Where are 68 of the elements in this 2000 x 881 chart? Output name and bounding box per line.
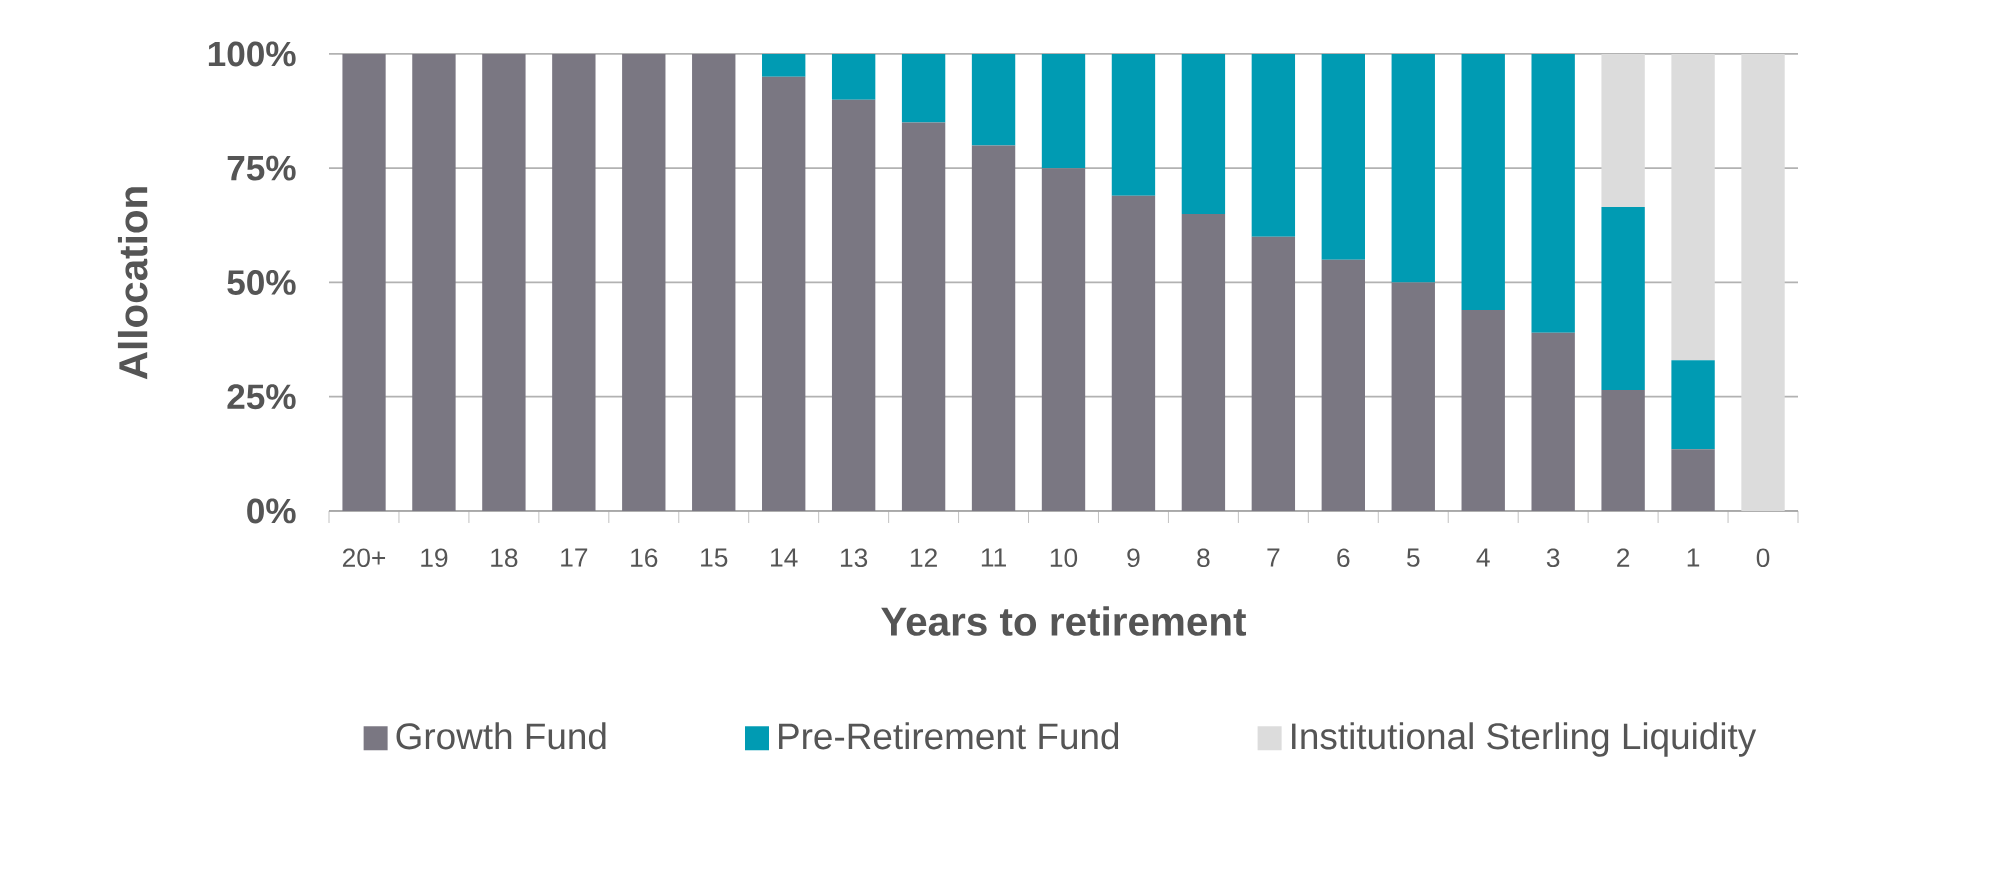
y-axis-title: Allocation	[117, 187, 148, 380]
bar	[901, 122, 946, 511]
legend-label: Growth Fund	[396, 722, 606, 750]
x-axis-title: Years to retirement	[881, 606, 1247, 636]
x-tick-label: 10	[1050, 548, 1078, 568]
bar	[901, 53, 946, 123]
y-tick-label: 50%	[227, 270, 296, 295]
bar	[1181, 213, 1226, 511]
x-tick-label: 9	[1127, 548, 1140, 568]
bar	[1111, 53, 1156, 196]
bar	[1251, 236, 1296, 511]
y-tick-label: 25%	[227, 384, 296, 410]
x-tick-label: 6	[1337, 548, 1350, 568]
x-tick-label: 8	[1197, 548, 1210, 568]
y-tick-label: 75%	[227, 155, 296, 181]
x-tick-label: 3	[1546, 548, 1560, 568]
bar	[1671, 449, 1715, 511]
legend-label: Institutional Sterling Liquidity	[1292, 722, 1757, 757]
x-tick-label: 4	[1476, 548, 1490, 567]
bar	[1391, 53, 1435, 283]
x-tick-label: 19	[421, 548, 448, 568]
bar	[1251, 53, 1296, 237]
bar	[482, 53, 526, 511]
x-tick-label: 16	[631, 548, 658, 568]
x-tick-label: 7	[1267, 548, 1280, 567]
bar	[1531, 332, 1575, 511]
bar	[1671, 360, 1715, 450]
x-tick-label: 5	[1406, 548, 1420, 567]
y-tick-label: 100%	[208, 41, 296, 67]
bar	[1111, 195, 1156, 511]
x-tick-label: 20+	[342, 548, 386, 568]
bar	[1181, 53, 1226, 214]
bar	[1601, 207, 1645, 390]
legend-label: Pre-Retirement Fund	[779, 722, 1119, 750]
bar	[971, 53, 1016, 146]
bar	[762, 53, 806, 77]
x-tick-label: 1	[1687, 548, 1700, 567]
bar	[1601, 53, 1645, 208]
bar	[412, 53, 456, 511]
bar	[342, 53, 386, 511]
y-tick-label: 0%	[247, 498, 296, 524]
bar	[1461, 309, 1505, 511]
bar	[1391, 282, 1435, 511]
bar	[1041, 53, 1086, 169]
bar	[1321, 53, 1365, 260]
bar	[831, 99, 876, 511]
x-tick-label: 15	[701, 548, 728, 567]
bar	[831, 53, 876, 100]
x-tick-label: 2	[1617, 548, 1630, 567]
x-tick-label: 18	[491, 548, 518, 568]
x-tick-label: 0	[1756, 548, 1770, 568]
bar	[622, 53, 666, 511]
bar	[1671, 53, 1715, 361]
bar	[762, 76, 806, 511]
x-tick-label: 12	[910, 548, 937, 567]
x-tick-label: 17	[561, 548, 588, 567]
bar	[1531, 53, 1575, 333]
bar	[1461, 53, 1505, 310]
bar	[552, 53, 596, 511]
x-tick-label: 13	[840, 548, 868, 568]
bar	[1041, 168, 1086, 511]
bar	[1741, 53, 1785, 511]
bar	[971, 145, 1016, 511]
x-tick-label: 14	[771, 548, 798, 567]
bar	[692, 53, 736, 511]
x-tick-label: 11	[981, 548, 1006, 567]
bar	[1601, 389, 1645, 511]
bar	[1321, 259, 1365, 511]
